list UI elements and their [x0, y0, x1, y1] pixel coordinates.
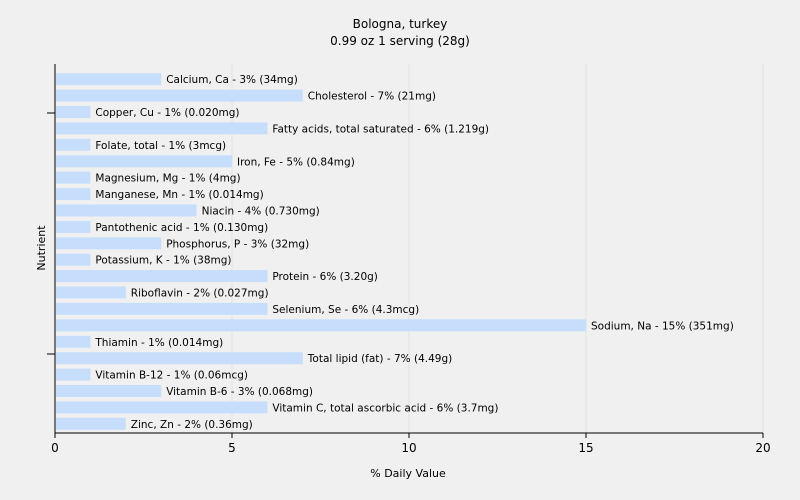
bar-label: Iron, Fe - 5% (0.84mg) [237, 156, 355, 168]
bar-label: Thiamin - 1% (0.014mg) [94, 337, 223, 349]
bar-label: Vitamin B-6 - 3% (0.068mg) [166, 386, 313, 398]
bar [56, 89, 303, 102]
y-axis-label: Nutrient [35, 225, 48, 271]
bar-label: Cholesterol - 7% (21mg) [308, 91, 436, 103]
bar [56, 122, 268, 135]
bar-label: Pantothenic acid - 1% (0.130mg) [95, 222, 268, 234]
bar-label: Zinc, Zn - 2% (0.36mg) [131, 419, 253, 431]
bar [56, 155, 232, 168]
bar [56, 171, 91, 184]
bar-label: Phosphorus, P - 3% (32mg) [166, 238, 309, 250]
bar [56, 237, 162, 250]
x-axis-label: % Daily Value [370, 467, 446, 480]
bar [56, 138, 91, 151]
bar [56, 270, 268, 283]
axes: 0 5 10 15 20 [47, 64, 771, 455]
bar-label: Protein - 6% (3.20g) [272, 271, 378, 283]
bar [56, 73, 162, 86]
bar-label: Sodium, Na - 15% (351mg) [591, 320, 734, 332]
bar-label: Folate, total - 1% (3mcg) [95, 140, 226, 152]
bar [56, 106, 91, 118]
bar [56, 188, 91, 201]
x-tick-label: 15 [578, 441, 593, 455]
bar [56, 253, 91, 266]
bar-label: Niacin - 4% (0.730mg) [202, 206, 320, 218]
bar-label: Fatty acids, total saturated - 6% (1.219… [272, 123, 489, 135]
bar [56, 335, 91, 348]
bar-label: Potassium, K - 1% (38mg) [95, 255, 231, 267]
bar-label: Selenium, Se - 6% (4.3mcg) [272, 304, 419, 316]
bar [56, 401, 268, 414]
bar [56, 286, 126, 299]
bar-label: Total lipid (fat) - 7% (4.49g) [307, 353, 452, 365]
bar [56, 368, 91, 381]
bar [56, 302, 268, 315]
bar [56, 417, 126, 430]
chart-title: Bologna, turkey [353, 17, 448, 31]
bar-label: Vitamin C, total ascorbic acid - 6% (3.7… [272, 402, 498, 414]
bar-label: Calcium, Ca - 3% (34mg) [166, 74, 298, 86]
bar-group: Calcium, Ca - 3% (34mg) Cholesterol - 7% … [56, 73, 734, 431]
bar [56, 352, 303, 365]
bar [56, 319, 586, 332]
bar [56, 385, 162, 397]
x-tick-label: 20 [755, 441, 770, 455]
x-tick-label: 5 [228, 441, 236, 455]
bar-label: Copper, Cu - 1% (0.020mg) [95, 107, 239, 119]
bar-label: Riboflavin - 2% (0.027mg) [131, 288, 269, 300]
chart-subtitle: 0.99 oz 1 serving (28g) [330, 34, 470, 48]
x-tick-label: 10 [401, 441, 416, 455]
x-tick-label: 0 [51, 441, 59, 455]
bar [56, 220, 91, 233]
bar-label: Magnesium, Mg - 1% (4mg) [95, 173, 240, 185]
bar [56, 204, 197, 217]
bar-label: Vitamin B-12 - 1% (0.06mcg) [95, 370, 248, 382]
bar-label: Manganese, Mn - 1% (0.014mg) [95, 189, 263, 201]
